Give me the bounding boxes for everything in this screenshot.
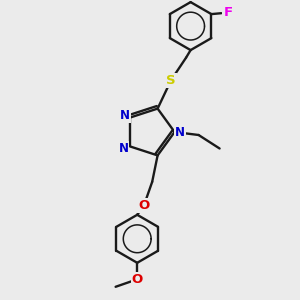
Text: N: N — [118, 142, 128, 155]
Text: F: F — [223, 6, 232, 19]
Text: N: N — [120, 109, 130, 122]
Text: O: O — [138, 199, 149, 212]
Text: S: S — [166, 74, 176, 87]
Text: O: O — [132, 273, 143, 286]
Text: N: N — [175, 125, 185, 139]
